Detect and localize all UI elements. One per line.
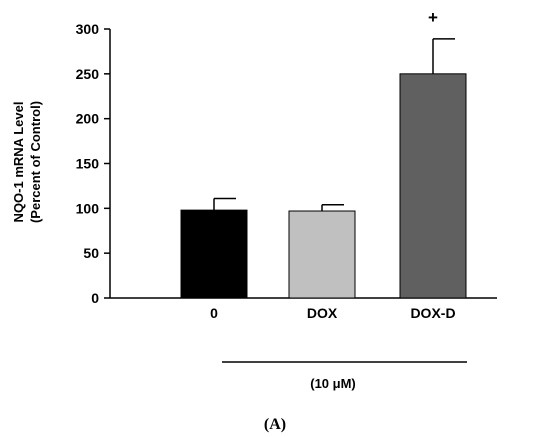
y-tick-label: 300 (76, 21, 100, 37)
category-labels: 0 DOX DOX-D (210, 305, 455, 321)
bar-dox-d (399, 73, 467, 299)
bar-dox (288, 210, 356, 299)
x-category-label: DOX (307, 305, 338, 321)
y-axis-label-line-2: (Percent of Control) (28, 101, 43, 223)
y-tick-label: 50 (83, 245, 99, 261)
concentration-label: (10 μM) (310, 376, 356, 391)
y-tick-label: 200 (76, 111, 100, 127)
y-axis-label-line-1: NQO-1 mRNA Level (11, 102, 26, 223)
significance-mark: + (428, 8, 438, 27)
x-category-label: 0 (210, 305, 218, 321)
bars (180, 73, 467, 299)
y-tick-label: 0 (91, 290, 99, 306)
error-bars: + (213, 8, 455, 212)
bar-0 (180, 209, 248, 299)
panel-label: (A) (264, 416, 286, 433)
y-tick-label: 250 (76, 66, 100, 82)
y-tick-label: 100 (76, 200, 100, 216)
y-ticks: 0 50 100 150 200 250 300 (76, 21, 110, 306)
x-category-label: DOX-D (410, 305, 455, 321)
y-tick-label: 150 (76, 156, 100, 172)
